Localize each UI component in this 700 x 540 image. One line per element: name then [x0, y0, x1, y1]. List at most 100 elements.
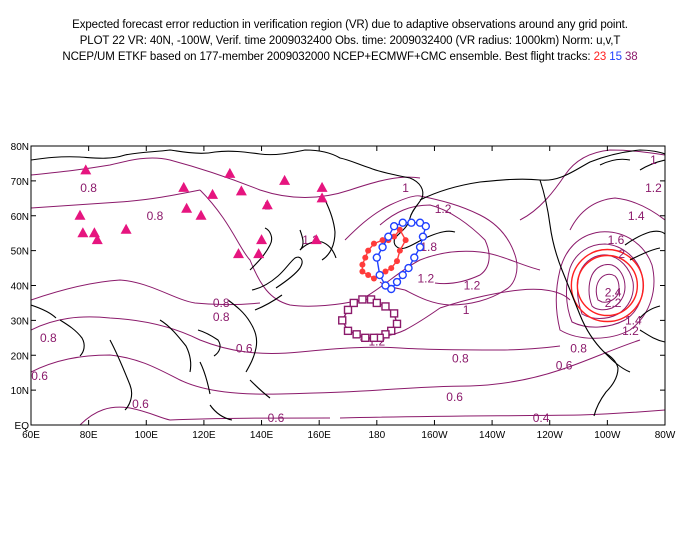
contour-label: 1.4: [628, 209, 645, 223]
contour-label: 1.2: [417, 272, 434, 286]
track-purple-square: [361, 333, 370, 343]
track-blue-circle: [398, 218, 407, 227]
contour-label: 0.6: [132, 397, 149, 411]
y-axis-labels: EQ 10N 20N 30N 40N 50N 60N 70N 80N: [11, 142, 30, 432]
y-tick-label: 40N: [11, 282, 29, 293]
track-red-dot: [393, 258, 400, 265]
contour-label: 1: [650, 153, 657, 167]
contour-label: 1.2: [435, 202, 452, 216]
track-blue-circle: [415, 242, 425, 252]
track-blue-circle: [381, 281, 390, 290]
contour-label: 0.6: [446, 390, 463, 404]
x-tick-label: 80W: [655, 430, 676, 441]
observation-triangle: [224, 167, 236, 178]
observation-triangle: [256, 234, 268, 245]
observation-triangle: [77, 227, 89, 238]
x-tick-label: 100E: [135, 430, 159, 441]
track-label-blue: 15: [609, 51, 622, 63]
observation-triangle: [310, 234, 322, 245]
map-frame: [30, 145, 666, 426]
contour-label: 2: [618, 247, 625, 261]
observation-sites: [74, 164, 328, 259]
track-label-red: 23: [593, 51, 607, 63]
track-red-dot: [365, 272, 372, 279]
contour-label: 2.2: [605, 296, 622, 310]
track-red-dot: [370, 240, 377, 247]
track-purple-square: [338, 316, 347, 325]
track-blue-circle: [378, 242, 387, 252]
observation-triangle: [261, 199, 273, 210]
track-red-dot: [388, 265, 395, 272]
contour-label: 0.8: [452, 352, 469, 366]
coastlines: [31, 149, 665, 421]
contour-label: 2.4: [605, 285, 622, 299]
observation-triangle: [120, 223, 132, 234]
track-purple-square: [392, 319, 402, 329]
track-purple-square: [372, 298, 382, 308]
contour-label: 1.6: [608, 233, 625, 247]
x-tick-label: 160W: [421, 430, 448, 441]
track-label-purple: 38: [625, 51, 638, 63]
track-red-dot: [365, 247, 372, 254]
contour-label: 0.8: [147, 209, 164, 223]
y-tick-label: EQ: [15, 421, 30, 432]
title-line-1: Expected forecast error reduction in ver…: [72, 19, 628, 31]
x-tick-label: 180: [368, 430, 385, 441]
track-purple-square: [389, 309, 399, 318]
contour-label: 0.8: [40, 331, 57, 345]
y-tick-label: 30N: [11, 316, 29, 327]
contour-label: 1.4: [625, 313, 642, 327]
observation-triangle: [253, 248, 265, 259]
track-blue-circle: [392, 277, 402, 287]
flight-tracks: [338, 218, 431, 343]
observation-triangle: [235, 185, 247, 196]
track-purple-square: [349, 298, 358, 308]
axis-ticks: [30, 145, 666, 426]
track-blue-circle: [407, 218, 416, 227]
observation-triangle: [316, 181, 328, 192]
track-blue-circle: [372, 253, 382, 262]
track-red-dot: [359, 268, 366, 275]
contour-label: 0.6: [556, 359, 573, 373]
observation-triangle: [195, 209, 207, 220]
y-tick-label: 80N: [11, 142, 29, 153]
track-blue-circle: [404, 263, 413, 273]
x-tick-label: 120W: [537, 430, 564, 441]
track-blue-circle: [398, 270, 407, 280]
track-red-dot: [379, 237, 386, 244]
x-axis-labels: 60E 80E 100E 120E 140E 160E 180 160W 140W 120W 100…: [22, 430, 676, 441]
track-blue-circle: [410, 253, 419, 262]
contour-label: 0.8: [213, 296, 230, 310]
y-tick-label: 20N: [11, 351, 29, 362]
track-blue-circle: [389, 222, 399, 231]
track-purple-square: [369, 333, 379, 343]
track-red-dot: [359, 261, 366, 268]
contour-label: 1: [463, 303, 470, 317]
contour-label: 0.4: [533, 411, 550, 425]
observation-triangle: [181, 202, 193, 213]
contour-labels: 0.80.811.20.80.80.80.60.60.60.611.21.81.…: [31, 153, 662, 425]
title-line-3: NCEP/UM ETKF based on 177-member 2009032…: [0, 51, 700, 63]
track-blue-circle: [384, 232, 393, 241]
title-line-2: PLOT 22 VR: 40N, -100W, Verif. time 2009…: [79, 35, 621, 47]
x-tick-label: 80E: [80, 430, 98, 441]
verification-region-circle: [570, 248, 645, 323]
observation-triangle: [80, 164, 92, 175]
observation-triangle: [232, 248, 244, 259]
track-purple-square: [358, 295, 367, 304]
contour-label: 0.8: [570, 341, 587, 355]
observation-triangle: [279, 174, 291, 185]
y-tick-label: 50N: [11, 247, 29, 258]
track-red-dot: [402, 237, 409, 244]
y-tick-label: 60N: [11, 212, 29, 223]
observation-triangle: [316, 192, 328, 203]
track-red-dot: [396, 247, 403, 254]
contour-label: 0.8: [213, 310, 230, 324]
y-tick-label: 10N: [11, 386, 29, 397]
observation-triangle: [88, 227, 100, 238]
contour-label: 1: [402, 181, 409, 195]
observation-triangle: [74, 209, 86, 220]
contour-label: 0.6: [236, 341, 253, 355]
contour-lines: [31, 149, 665, 425]
